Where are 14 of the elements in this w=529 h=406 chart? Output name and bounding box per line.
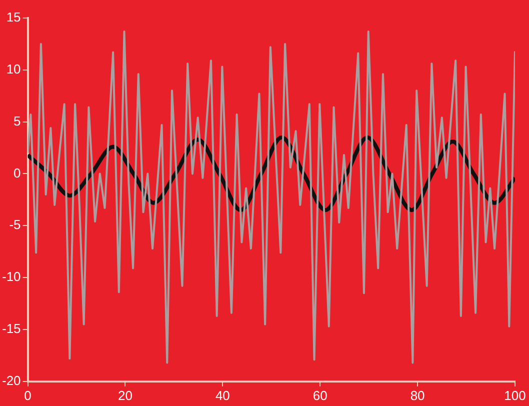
x-tick-label: 60: [312, 388, 328, 403]
x-tick-label: 0: [24, 388, 32, 403]
y-tick-label: -15: [2, 321, 21, 336]
x-tick-label: 80: [410, 388, 425, 403]
y-tick-label: -5: [9, 217, 21, 232]
y-tick-label: -10: [2, 269, 21, 284]
y-tick-label: 10: [6, 61, 21, 76]
y-tick-label: 0: [14, 165, 21, 180]
y-tick-label: 15: [6, 10, 21, 25]
x-tick-label: 20: [118, 388, 132, 403]
x-tick-label: 100: [504, 388, 526, 403]
y-tick-label: -20: [2, 372, 21, 388]
x-tick-label: 40: [215, 388, 230, 403]
y-tick-label: 5: [14, 113, 21, 128]
